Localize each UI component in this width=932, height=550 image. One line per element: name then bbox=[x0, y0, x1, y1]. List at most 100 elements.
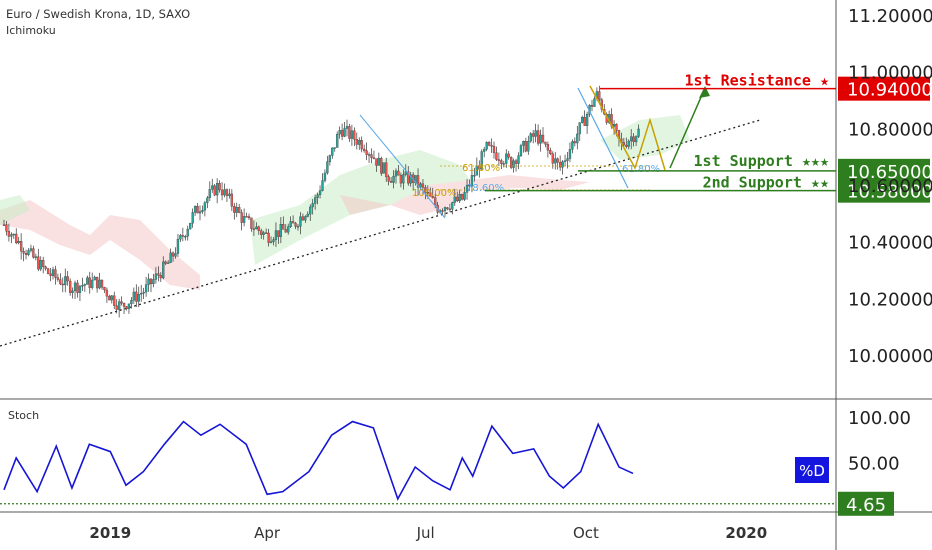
candle-body bbox=[527, 141, 530, 152]
stoch-y-tick: 100.00 bbox=[848, 408, 911, 429]
candle-body bbox=[179, 235, 182, 240]
price-tag-value: 10.58000 bbox=[847, 182, 932, 203]
candle-body bbox=[495, 152, 498, 160]
candle-body bbox=[186, 228, 189, 237]
candle-body bbox=[125, 306, 128, 309]
candle-body bbox=[223, 189, 226, 196]
candle-body bbox=[522, 141, 525, 146]
candle-body bbox=[218, 183, 221, 191]
candle-body bbox=[213, 185, 216, 196]
candle-body bbox=[291, 221, 295, 224]
candle-body bbox=[460, 194, 464, 200]
candle-body bbox=[230, 193, 234, 207]
candle-body bbox=[544, 141, 547, 145]
candle-body bbox=[174, 253, 177, 257]
candle-body bbox=[127, 303, 131, 309]
candle-body bbox=[321, 180, 324, 191]
candle-body bbox=[81, 285, 84, 287]
candle-body bbox=[348, 126, 351, 139]
candle-body bbox=[284, 229, 287, 233]
candle-body bbox=[189, 222, 192, 230]
candle-body bbox=[255, 226, 258, 230]
candle-body bbox=[19, 241, 23, 252]
candle-body bbox=[100, 279, 104, 288]
candle-body bbox=[443, 207, 447, 211]
candle-body bbox=[404, 171, 407, 175]
candle-body bbox=[149, 278, 153, 285]
candle-body bbox=[473, 175, 476, 177]
candle-body bbox=[113, 295, 116, 306]
candle-body bbox=[159, 275, 162, 279]
candle-body bbox=[385, 162, 388, 177]
candle-body bbox=[509, 157, 513, 168]
candle-body bbox=[171, 252, 175, 257]
candle-body bbox=[387, 176, 390, 182]
candle-body bbox=[147, 278, 150, 285]
candle-body bbox=[541, 134, 545, 143]
fib-label: 61.80% bbox=[622, 164, 660, 175]
candle-body bbox=[54, 269, 57, 278]
candle-body bbox=[105, 289, 109, 297]
ichimoku-cloud bbox=[0, 115, 690, 290]
candle-body bbox=[10, 234, 13, 237]
candle-body bbox=[135, 291, 138, 302]
candle-body bbox=[242, 216, 246, 223]
candle-body bbox=[561, 161, 564, 168]
y-tick-label: 10.20000 bbox=[848, 289, 932, 310]
candle-body bbox=[83, 284, 86, 286]
candle-body bbox=[563, 160, 567, 162]
candle-body bbox=[66, 276, 69, 282]
candle-body bbox=[78, 285, 82, 293]
candle-body bbox=[451, 202, 454, 210]
candle-body bbox=[24, 253, 28, 255]
candle-body bbox=[549, 150, 552, 154]
stoch-pd-label: %D bbox=[799, 462, 825, 480]
candle-body bbox=[350, 130, 354, 139]
candle-body bbox=[282, 224, 285, 230]
candle-body bbox=[407, 171, 410, 184]
candle-body bbox=[93, 276, 96, 281]
candle-body bbox=[573, 141, 576, 144]
candle-body bbox=[17, 241, 20, 244]
candle-body bbox=[34, 256, 37, 258]
candle-body bbox=[311, 203, 314, 208]
candle-body bbox=[583, 116, 586, 126]
candle-body bbox=[46, 268, 50, 274]
candle-body bbox=[585, 114, 589, 126]
candle-body bbox=[27, 250, 30, 255]
candle-body bbox=[590, 104, 594, 107]
candle-body bbox=[458, 194, 461, 202]
candle-body bbox=[240, 212, 243, 223]
candle-body bbox=[456, 196, 459, 202]
cloud-area bbox=[0, 200, 200, 290]
candle-body bbox=[389, 181, 393, 183]
candle-body bbox=[571, 141, 574, 150]
candle-body bbox=[536, 130, 540, 144]
price-tag bbox=[838, 178, 930, 203]
candle-body bbox=[264, 232, 268, 234]
candle-body bbox=[69, 280, 72, 293]
candle-body bbox=[267, 232, 270, 243]
y-tick-label: 11.00000 bbox=[848, 63, 932, 84]
candle-body bbox=[257, 226, 260, 231]
price-axis[interactable]: 11.20000 11.00000 10.80000 10.60000 10.40000… bbox=[848, 6, 932, 367]
candle-body bbox=[622, 142, 625, 146]
candle-body bbox=[169, 252, 172, 263]
candle-body bbox=[416, 175, 420, 188]
candle-body bbox=[500, 160, 503, 164]
candle-body bbox=[152, 279, 155, 285]
candle-body bbox=[367, 154, 371, 156]
candle-body bbox=[453, 196, 456, 203]
level-label: 1st Support ★★★ bbox=[694, 152, 829, 170]
candle-body bbox=[340, 130, 344, 137]
candle-body bbox=[581, 116, 584, 123]
time-axis[interactable]: 2019 Apr Jul Oct 2020 bbox=[89, 524, 767, 542]
cloud-area bbox=[0, 195, 30, 225]
level-label: 1st Resistance ★ bbox=[685, 72, 830, 90]
candle-body bbox=[524, 141, 527, 152]
candle-body bbox=[424, 187, 427, 193]
candle-body bbox=[196, 206, 199, 214]
candle-body bbox=[225, 189, 229, 196]
candle-body bbox=[176, 238, 180, 254]
candle-body bbox=[556, 158, 559, 163]
